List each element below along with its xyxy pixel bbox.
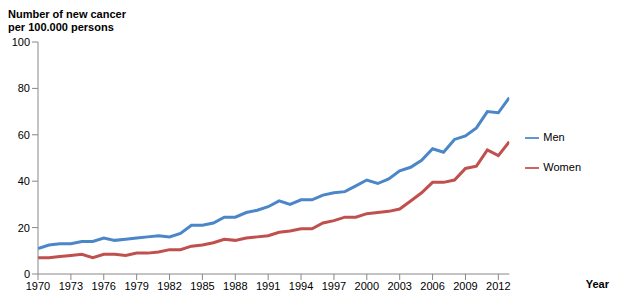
svg-text:2012: 2012 [486,280,510,292]
svg-text:100: 100 [12,36,30,48]
svg-text:1985: 1985 [190,280,214,292]
html-text:per 100.000 persons: per 100.000 persons [8,21,114,33]
svg-text:2003: 2003 [387,280,411,292]
svg-text:1991: 1991 [256,280,280,292]
svg-text:1982: 1982 [157,280,181,292]
html-text:Year: Year [585,278,609,290]
svg-text:20: 20 [18,222,30,234]
html-text:Men: Men [543,131,565,143]
svg-text:2009: 2009 [453,280,477,292]
svg-text:2000: 2000 [355,280,379,292]
svg-text:1970: 1970 [26,280,50,292]
svg-text:2006: 2006 [420,280,444,292]
html-text:Women: Women [543,161,581,173]
svg-text:1973: 1973 [59,280,83,292]
svg-text:1997: 1997 [322,280,346,292]
svg-text:1979: 1979 [124,280,148,292]
svg-text:1976: 1976 [92,280,116,292]
svg-text:0: 0 [24,268,30,280]
svg-text:1988: 1988 [223,280,247,292]
svg-text:1994: 1994 [289,280,313,292]
svg-text:80: 80 [18,82,30,94]
svg-text:40: 40 [18,175,30,187]
svg-text:60: 60 [18,129,30,141]
html-text:Number of new cancer: Number of new cancer [8,8,126,20]
